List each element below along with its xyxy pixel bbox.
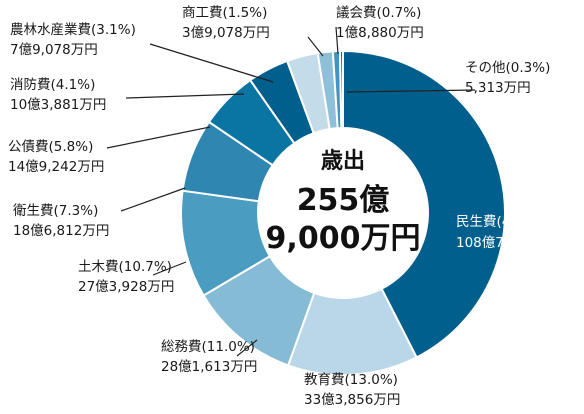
slice-10 [338,49,344,130]
leader-line-7 [149,43,274,83]
slice-label-amount-3: 27億3,928万円 [78,279,174,295]
donut-slices [180,49,506,376]
slice-label-amount-8: 3億9,078万円 [182,25,270,41]
slice-label-name-5: 公債費(5.8%) [8,139,93,155]
slice-label-name-3: 土木費(10.7%) [78,259,172,275]
center-amount-man: 9,000万円 [266,221,421,256]
leader-lines [106,26,476,357]
slice-label-name-1: 教育費(13.0%) [304,372,398,388]
leader-line-6 [125,93,245,99]
slice-label-amount-1: 33億3,856万円 [304,392,400,408]
center-amount-oku: 255億 [297,183,390,218]
slice-label-name-8: 商工費(1.5%) [182,5,267,21]
slice-label-name-7: 農林水産業費(3.1%) [10,22,136,38]
center-total: 歳出 255億 9,000万円 [266,149,421,256]
slice-0 [342,49,506,359]
slice-label-amount-9: 1億8,880万円 [336,25,424,41]
slice-label-name-9: 議会費(0.7%) [336,4,421,21]
leader-line-10 [346,89,476,93]
leader-line-5 [106,126,211,149]
slice-label-name-4: 衛生費(7.3%) [13,203,98,219]
leader-line-3 [152,261,187,276]
slice-label-name-10: その他(0.3%) [465,60,550,76]
slice-label-name-2: 総務費(11.0%) [161,339,255,355]
slice-label-amount-7: 7億9,078万円 [10,42,98,58]
leader-line-8 [307,36,324,57]
leader-line-4 [120,187,186,212]
slice-label-name-0: 民生費(42.5%) [456,214,550,230]
center-title: 歳出 [321,149,365,174]
slice-label-amount-0: 108億7,319万円 [456,235,561,251]
leader-line-2 [236,339,258,357]
slice-label-amount-4: 18億6,812万円 [13,223,109,239]
leader-line-9 [335,26,339,55]
slice-label-amount-10: 5,313万円 [465,80,531,96]
slice-label-amount-2: 28億1,613万円 [161,359,257,375]
slice-label-amount-6: 10億3,881万円 [10,97,106,113]
slice-label-amount-5: 14億9,242万円 [8,159,104,175]
slice-label-name-6: 消防費(4.1%) [10,77,95,93]
